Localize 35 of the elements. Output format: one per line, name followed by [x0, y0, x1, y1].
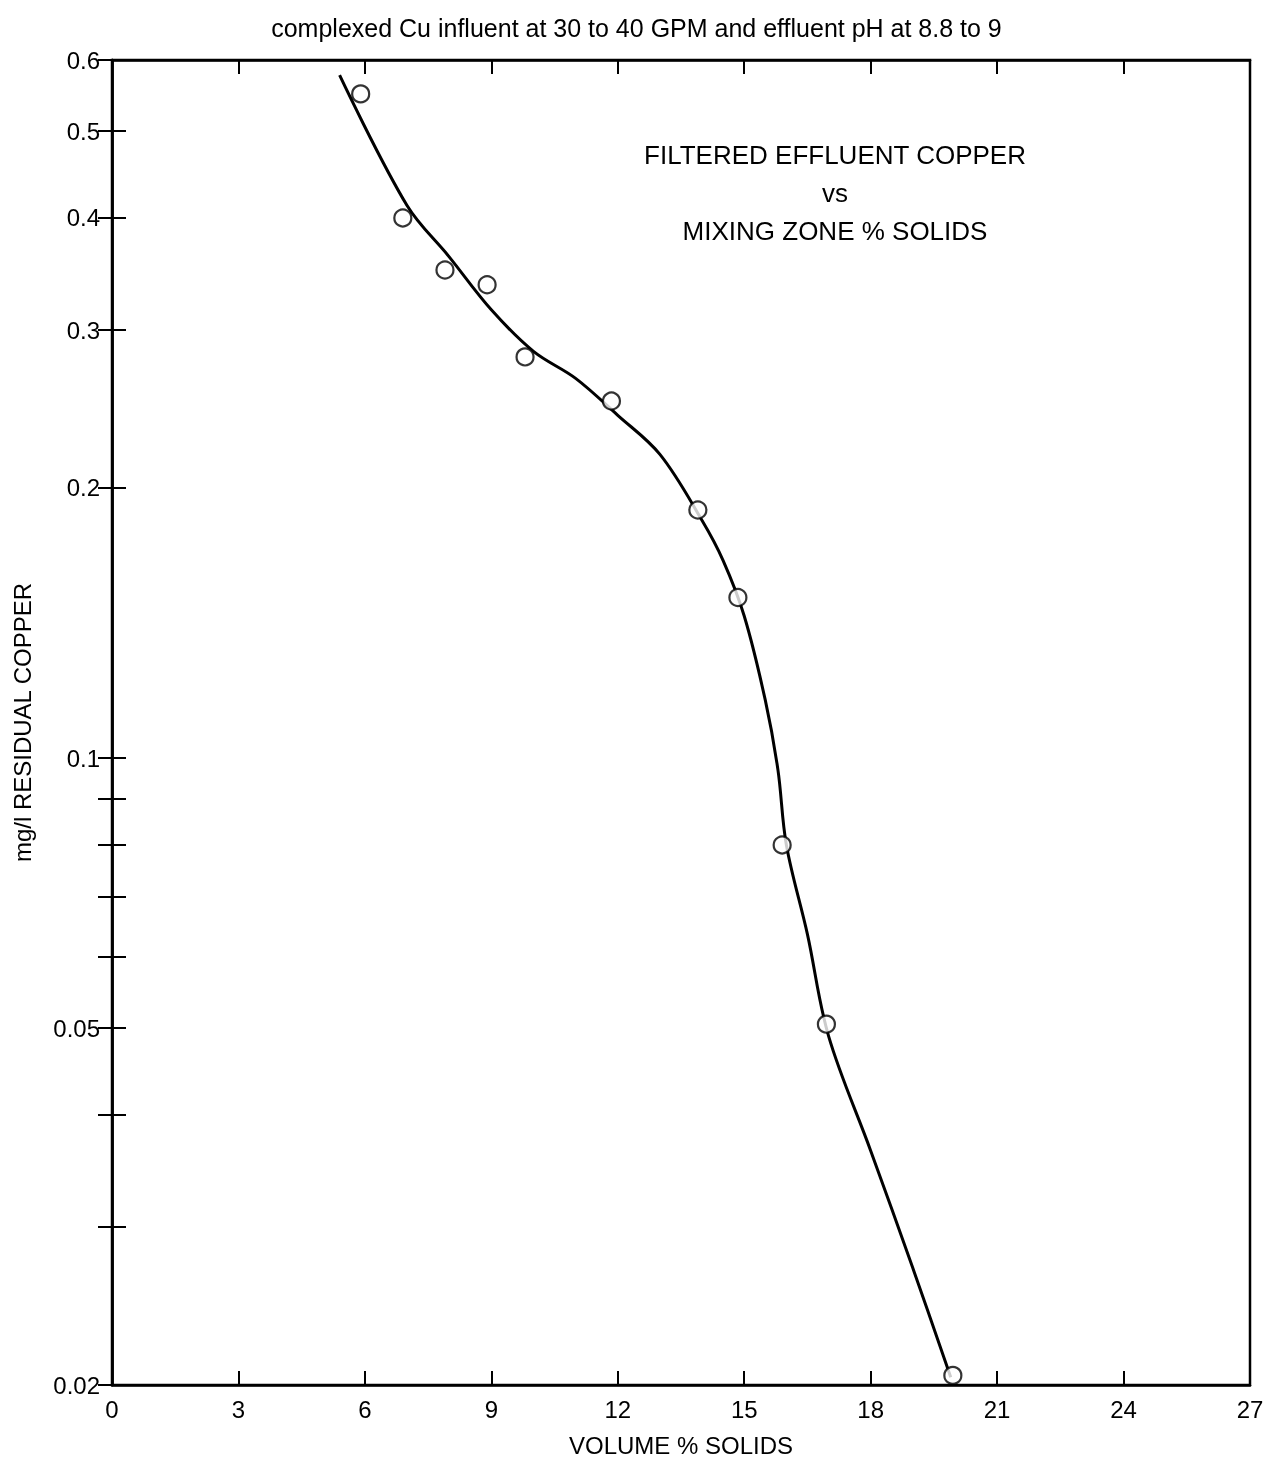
x-tick-label: 3	[231, 1395, 246, 1423]
x-tick-label: 24	[1110, 1395, 1137, 1423]
point	[816, 1014, 837, 1034]
y-axis-title: mg/l RESIDUAL COPPER	[8, 582, 36, 863]
annotation: MIXING ZONE % SOLIDS	[682, 216, 988, 246]
point	[688, 500, 708, 520]
x-tick-label: 12	[604, 1395, 632, 1423]
point	[772, 835, 792, 855]
x-axis-title: VOLUME % SOLIDS	[568, 1431, 794, 1459]
y-tick-label: 0.6	[66, 46, 100, 74]
y-tick-label: 0.3	[66, 316, 100, 344]
x-tick-label: 0	[105, 1395, 119, 1423]
point	[601, 391, 622, 411]
x-tick-label: 18	[857, 1395, 885, 1423]
x-tick-label: 15	[730, 1395, 758, 1423]
y-tick-label: 0.5	[66, 117, 100, 145]
point	[435, 260, 455, 280]
point	[515, 347, 535, 367]
y-tick-label: 0.2	[66, 474, 100, 502]
y-tick-label: 0.05	[53, 1014, 100, 1042]
x-tick-label: 9	[484, 1395, 499, 1423]
point	[351, 84, 371, 104]
y-tick-label: 0.4	[66, 204, 100, 232]
chart-title: complexed Cu influent at 30 to 40 GPM and effluent pH at 8.8 to 9	[271, 13, 1002, 42]
y-tick-label: 0.1	[66, 744, 100, 772]
point	[477, 275, 497, 295]
point	[943, 1365, 963, 1385]
annotation: vs	[822, 178, 848, 208]
point	[728, 587, 748, 608]
x-tick-label: 6	[358, 1395, 372, 1423]
y-tick-label: 0.02	[53, 1371, 100, 1399]
x-tick-label: 27	[1236, 1395, 1264, 1423]
x-tick-label: 21	[983, 1395, 1011, 1423]
point	[393, 208, 413, 228]
annotation: FILTERED EFFLUENT COPPER	[644, 140, 1026, 170]
